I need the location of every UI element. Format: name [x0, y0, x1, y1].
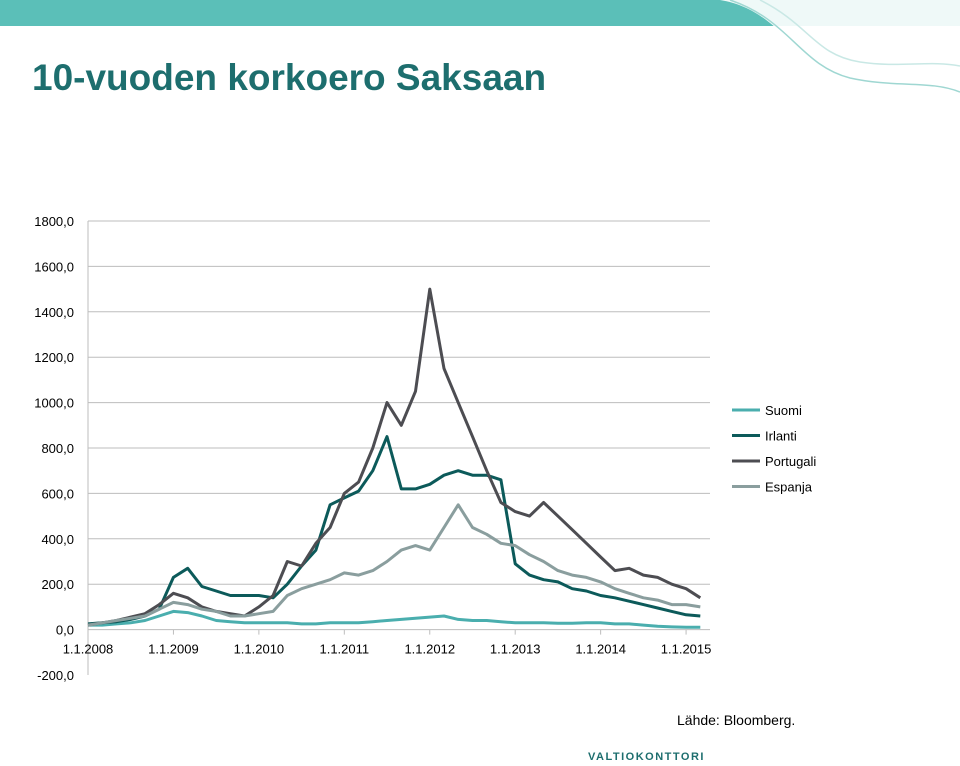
- logo: VALTIOKONTTORI: [588, 751, 705, 761]
- series-line: [87, 503, 701, 627]
- legend-label: Portugali: [765, 454, 816, 469]
- y-tick-label: -200,0: [37, 668, 74, 683]
- y-tick-label: 0,0: [56, 623, 74, 638]
- banner-wave: [720, 0, 960, 80]
- x-tick-label: 1.1.2008: [63, 642, 114, 657]
- legend-label: Espanja: [765, 480, 813, 495]
- banner-wave-line: [729, 0, 960, 93]
- y-tick-label: 1200,0: [34, 350, 74, 365]
- series-line: [87, 287, 702, 627]
- legend-label: Suomi: [765, 403, 802, 418]
- y-tick-label: 1000,0: [34, 396, 74, 411]
- x-tick-label: 1.1.2011: [319, 642, 369, 657]
- y-tick-label: 1400,0: [34, 305, 74, 320]
- y-tick-label: 1800,0: [34, 214, 74, 229]
- y-tick-label: 800,0: [41, 441, 74, 456]
- y-tick-label: 400,0: [41, 532, 74, 547]
- x-tick-label: 1.1.2009: [148, 642, 199, 657]
- x-tick-label: 1.1.2013: [490, 642, 541, 657]
- x-tick-label: 1.1.2010: [234, 642, 285, 657]
- legend-label: Irlanti: [765, 429, 797, 444]
- series-line: [87, 435, 701, 626]
- banner-wave-line: [759, 0, 960, 67]
- x-tick-label: 1.1.2015: [661, 642, 712, 657]
- x-tick-label: 1.1.2012: [404, 642, 455, 657]
- x-tick-label: 1.1.2014: [575, 642, 626, 657]
- y-tick-label: 600,0: [41, 486, 74, 501]
- y-tick-label: 200,0: [41, 577, 74, 592]
- series-line: [88, 609, 701, 629]
- source-note: Lähde: Bloomberg.: [677, 712, 795, 728]
- chart-title: 10-vuoden korkoero Saksaan: [32, 57, 546, 98]
- y-tick-label: 1600,0: [34, 259, 74, 274]
